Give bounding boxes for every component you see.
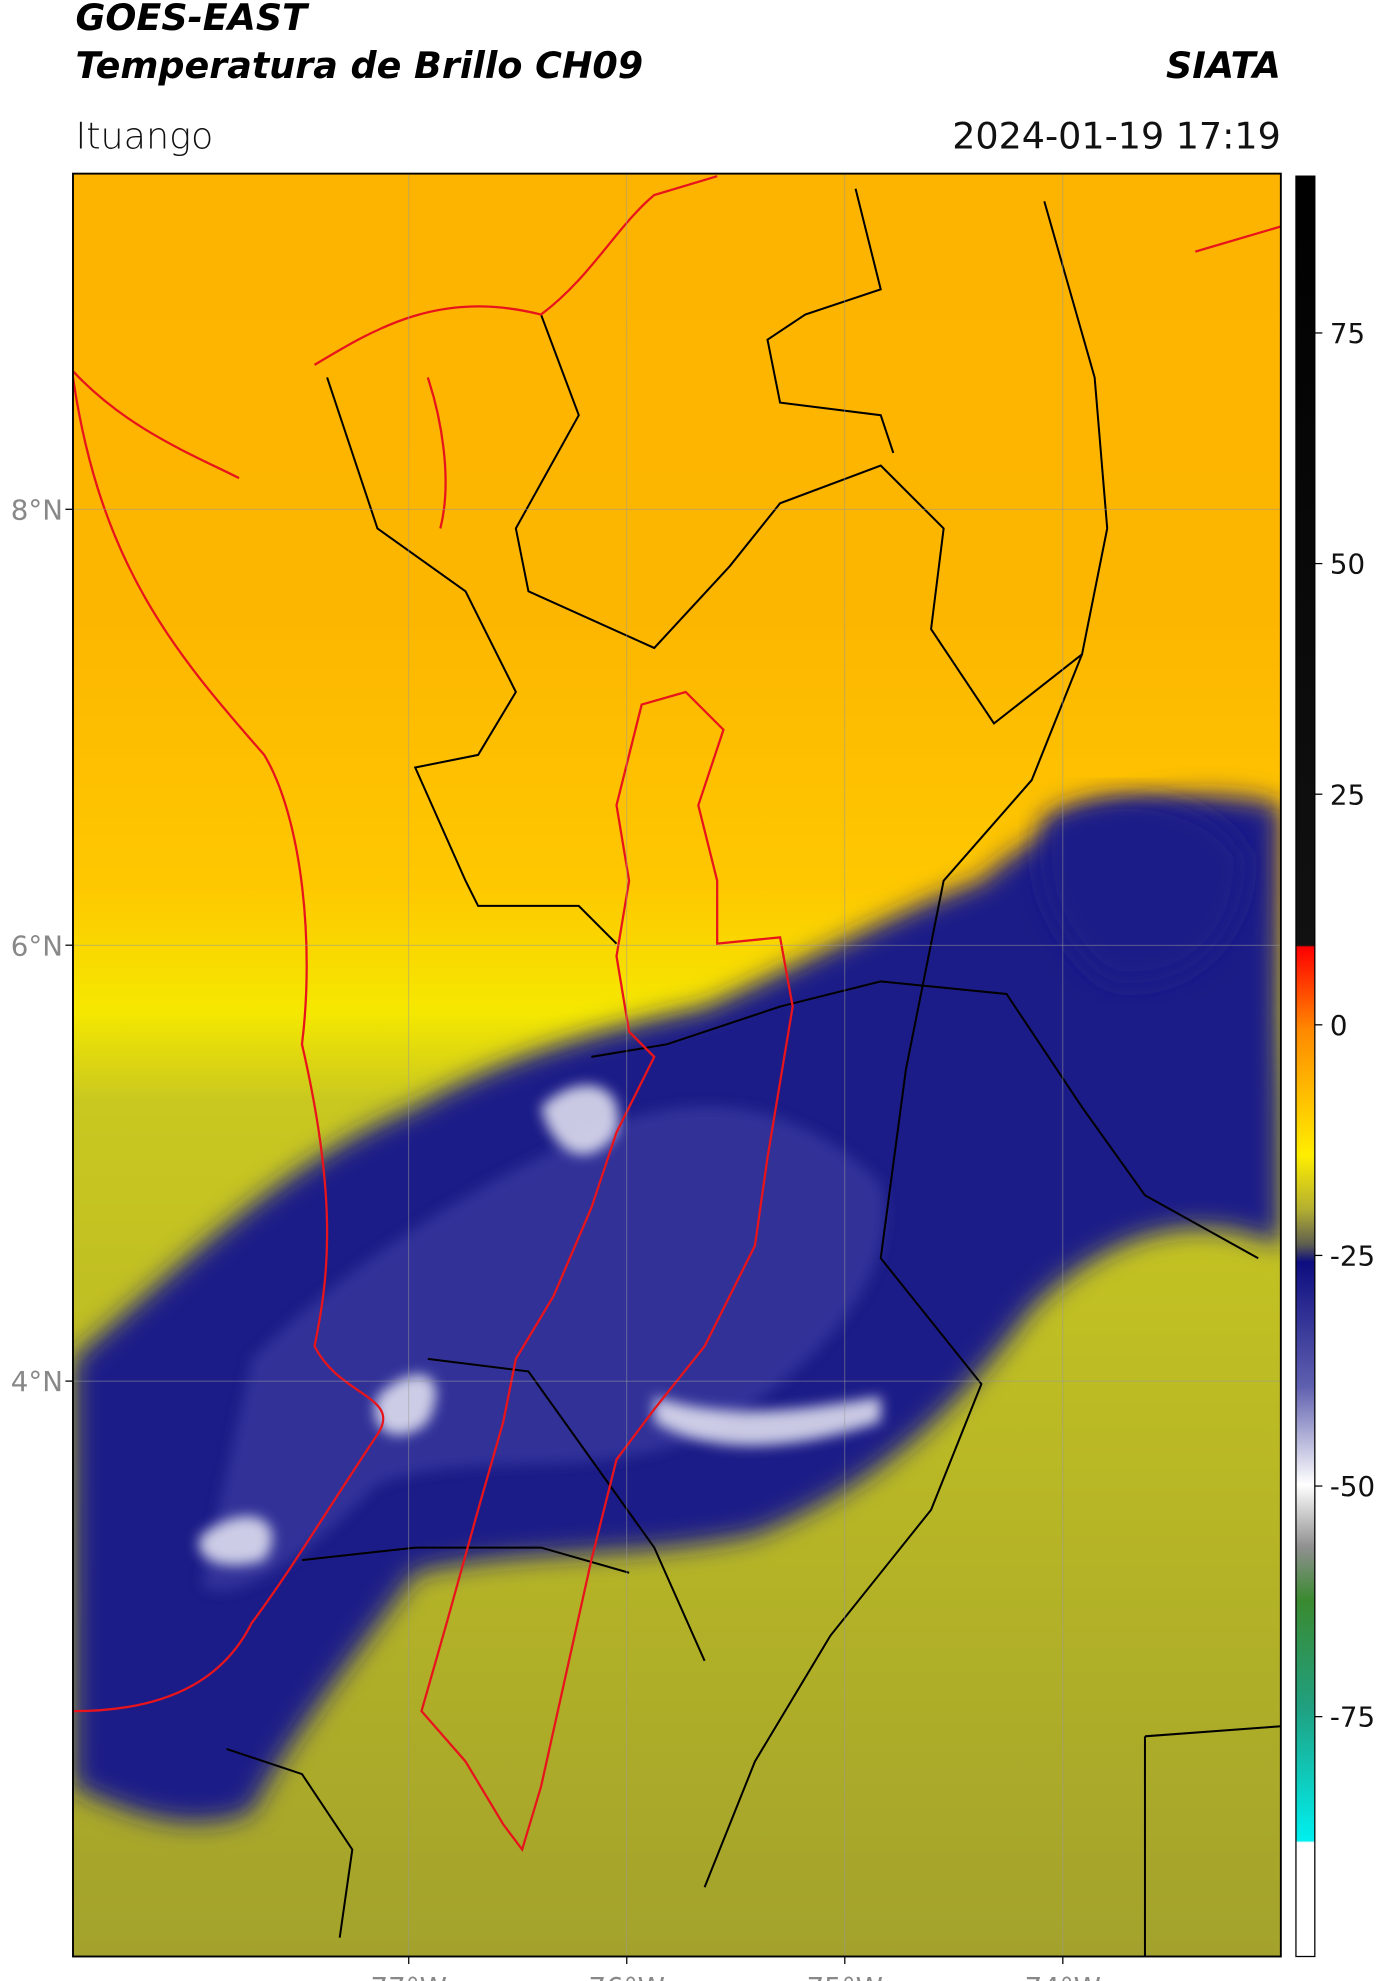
colorbar-tick-label: -50 [1330, 1470, 1375, 1503]
y-tick-label: 6°N [11, 929, 63, 962]
subtitle: Temperatura de Brillo CH09 [75, 44, 643, 87]
colorbar-tick-label: -25 [1330, 1239, 1375, 1272]
colorbar-tick-label: 25 [1330, 778, 1365, 811]
region: Ituango [75, 114, 213, 157]
y-tick-label: 8°N [11, 493, 63, 526]
grid [72, 173, 1281, 1957]
ticks: 77°W 76°W 75°W 74°W 8°N 6°N 4°N 75 50 25 0 -25 -50 -7… [11, 317, 1375, 1981]
colorbar-tick-label: 75 [1330, 317, 1365, 350]
x-tick-label: 75°W [807, 1971, 883, 1981]
satellite-field [72, 173, 1281, 1957]
datetime: 2024-01-19 17:19 [952, 114, 1281, 157]
canvas: GOES-EAST Temperatura de Brillo CH09 SIA… [11, 0, 1375, 1981]
x-tick-label: 77°W [371, 1971, 447, 1981]
colorbar-tick-label: -75 [1330, 1701, 1375, 1734]
x-tick-label: 74°W [1025, 1971, 1101, 1981]
colorbar-tick-label: 50 [1330, 548, 1365, 581]
title: GOES-EAST [75, 0, 310, 39]
y-tick-label: 4°N [11, 1365, 63, 1398]
brand: SIATA [1166, 44, 1281, 87]
map-frame [72, 172, 1282, 1958]
colorbar [1295, 175, 1316, 1958]
colorbar-tick-label: 0 [1330, 1009, 1348, 1042]
x-tick-label: 76°W [589, 1971, 665, 1981]
